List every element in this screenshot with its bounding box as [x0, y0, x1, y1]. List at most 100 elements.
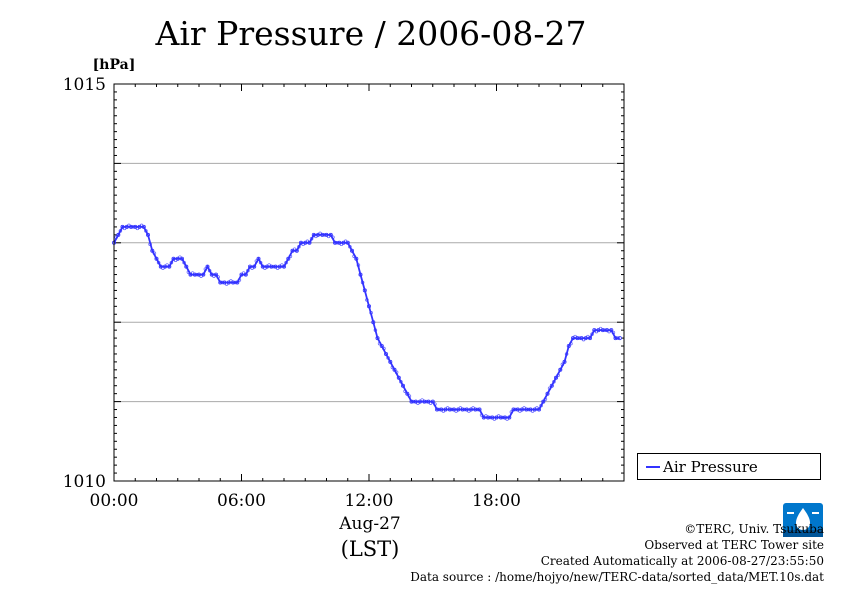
- data-point: [617, 336, 622, 341]
- data-point: [400, 383, 405, 388]
- x-tick-label: 06:00: [217, 491, 266, 511]
- data-point: [403, 389, 407, 393]
- data-point: [366, 304, 371, 309]
- data-point: [348, 245, 352, 249]
- data-point: [603, 328, 607, 332]
- data-point: [409, 399, 414, 404]
- data-point: [284, 260, 288, 265]
- series-air-pressure: [112, 223, 622, 421]
- data-point: [386, 356, 390, 360]
- x-axis: 00:00 06:00 12:00 18:00: [90, 84, 625, 511]
- data-point: [383, 351, 388, 356]
- data-point: [169, 260, 174, 265]
- data-point: [390, 365, 395, 370]
- data-point: [539, 403, 543, 408]
- data-point: [479, 413, 484, 417]
- data-point: [118, 229, 123, 233]
- y-tick-label-top: 1015: [63, 75, 106, 95]
- data-point: [220, 280, 225, 285]
- data-point: [281, 264, 286, 269]
- data-point: [475, 407, 480, 412]
- credit-created: Created Automatically at 2006-08-27/23:5…: [540, 554, 824, 568]
- data-point: [407, 394, 412, 398]
- data-point: [613, 336, 618, 341]
- data-point: [411, 399, 416, 404]
- data-point: [256, 256, 261, 261]
- data-point: [473, 407, 478, 412]
- data-point: [509, 410, 514, 414]
- data-point: [433, 402, 437, 406]
- data-point: [356, 263, 361, 267]
- data-point: [562, 359, 567, 364]
- data-point: [488, 415, 492, 420]
- data-point: [354, 256, 359, 261]
- data-point: [148, 242, 152, 247]
- data-point: [309, 237, 314, 241]
- data-point: [328, 232, 333, 237]
- data-point: [258, 260, 263, 265]
- data-point: [590, 332, 594, 336]
- data-point: [322, 233, 327, 237]
- data-point: [254, 259, 259, 263]
- data-point: [201, 272, 206, 277]
- data-point: [609, 328, 614, 333]
- data-point: [560, 362, 565, 367]
- data-point: [615, 336, 620, 340]
- data-point: [556, 373, 560, 378]
- data-point: [192, 272, 197, 277]
- data-point: [375, 336, 380, 341]
- data-point: [182, 260, 186, 265]
- data-point: [207, 268, 212, 273]
- data-point: [195, 272, 199, 277]
- data-point: [501, 415, 505, 420]
- data-point: [216, 275, 220, 279]
- data-point: [218, 280, 223, 285]
- data-point: [554, 375, 559, 380]
- data-point: [230, 280, 235, 285]
- data-point: [541, 399, 546, 404]
- data-point: [511, 407, 516, 412]
- data-point: [434, 407, 439, 412]
- credit-copyright: ©TERC, Univ. Tsukuba: [684, 522, 824, 536]
- data-point: [144, 229, 148, 233]
- data-point: [575, 336, 580, 341]
- data-point: [564, 352, 569, 356]
- data-point: [307, 240, 312, 245]
- data-point: [498, 415, 503, 420]
- data-point: [116, 232, 121, 237]
- credits: ©TERC, Univ. Tsukuba Observed at TERC To…: [410, 521, 824, 585]
- data-point: [252, 264, 257, 269]
- data-point: [379, 343, 384, 348]
- credit-site: Observed at TERC Tower site: [644, 538, 824, 552]
- data-point: [477, 407, 482, 412]
- data-point: [365, 298, 369, 302]
- data-point: [524, 407, 529, 412]
- data-point: [543, 397, 548, 401]
- y-tick-label-bottom: 1010: [63, 472, 106, 492]
- y-axis: [114, 83, 624, 482]
- data-point: [141, 224, 146, 229]
- data-point: [179, 256, 184, 261]
- data-point: [288, 254, 293, 258]
- data-point: [537, 407, 542, 412]
- data-point: [233, 280, 237, 285]
- data-point: [186, 270, 191, 274]
- data-point: [243, 272, 248, 277]
- data-point: [332, 240, 337, 245]
- data-point: [145, 232, 150, 237]
- data-point: [360, 280, 365, 285]
- data-point: [437, 407, 441, 412]
- data-point: [424, 399, 429, 404]
- data-point: [549, 383, 554, 388]
- data-point: [569, 341, 573, 346]
- data-point: [362, 288, 367, 293]
- data-point: [235, 280, 240, 285]
- data-point: [377, 341, 382, 346]
- credit-source: Data source : /home/hojyo/new/TERC-data/…: [410, 570, 824, 584]
- data-point: [566, 343, 571, 348]
- data-point: [430, 399, 435, 404]
- data-point: [237, 278, 242, 282]
- data-point: [156, 260, 161, 265]
- data-point: [294, 248, 299, 253]
